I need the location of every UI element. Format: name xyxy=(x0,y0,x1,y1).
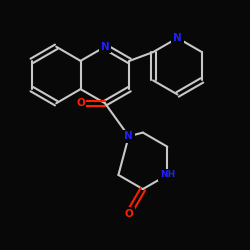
Text: N: N xyxy=(173,33,182,43)
Text: N: N xyxy=(100,42,110,52)
Text: O: O xyxy=(76,98,85,108)
Text: NH: NH xyxy=(160,170,175,179)
Text: O: O xyxy=(124,209,133,219)
Text: N: N xyxy=(124,131,133,141)
